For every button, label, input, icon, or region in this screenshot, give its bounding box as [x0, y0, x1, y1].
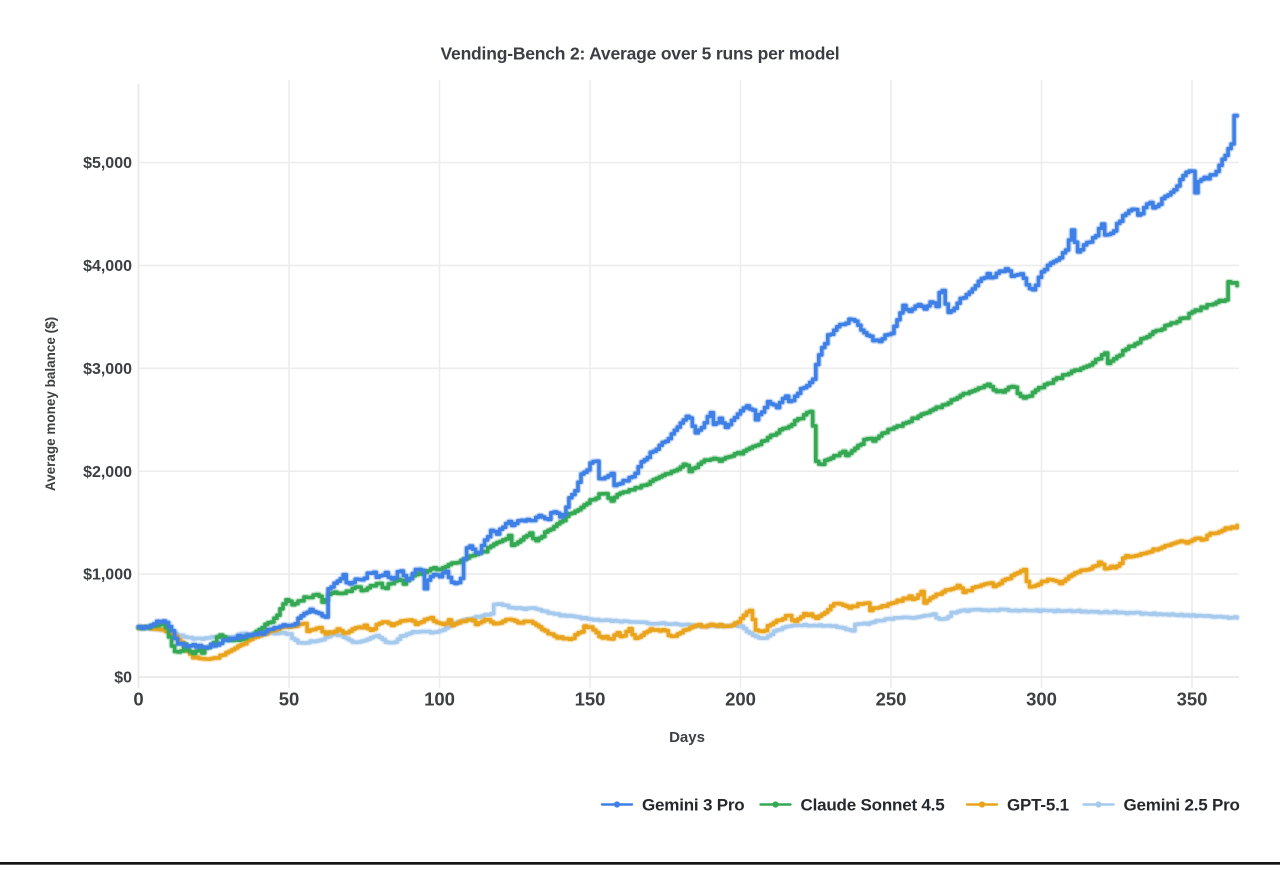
- svg-text:150: 150: [575, 688, 606, 709]
- svg-text:$1,000: $1,000: [83, 567, 132, 584]
- svg-text:Average money balance ($): Average money balance ($): [43, 317, 58, 491]
- svg-text:$2,000: $2,000: [83, 464, 132, 481]
- svg-text:100: 100: [424, 688, 455, 709]
- svg-text:Gemini 2.5 Pro: Gemini 2.5 Pro: [1124, 796, 1240, 815]
- svg-text:250: 250: [876, 688, 907, 709]
- svg-text:0: 0: [133, 688, 143, 709]
- svg-text:Gemini 3 Pro: Gemini 3 Pro: [642, 796, 744, 815]
- svg-text:350: 350: [1177, 688, 1208, 709]
- svg-text:$4,000: $4,000: [83, 258, 132, 275]
- svg-text:$5,000: $5,000: [83, 155, 132, 172]
- svg-text:Vending-Bench 2: Average over: Vending-Bench 2: Average over 5 runs per…: [441, 44, 840, 64]
- svg-text:GPT-5.1: GPT-5.1: [1007, 796, 1069, 815]
- svg-text:$3,000: $3,000: [83, 361, 132, 378]
- svg-text:50: 50: [279, 688, 300, 709]
- svg-text:$0: $0: [114, 670, 132, 687]
- svg-text:200: 200: [725, 688, 756, 709]
- svg-text:Days: Days: [669, 729, 705, 746]
- svg-text:300: 300: [1026, 688, 1057, 709]
- svg-text:Claude Sonnet 4.5: Claude Sonnet 4.5: [801, 796, 945, 815]
